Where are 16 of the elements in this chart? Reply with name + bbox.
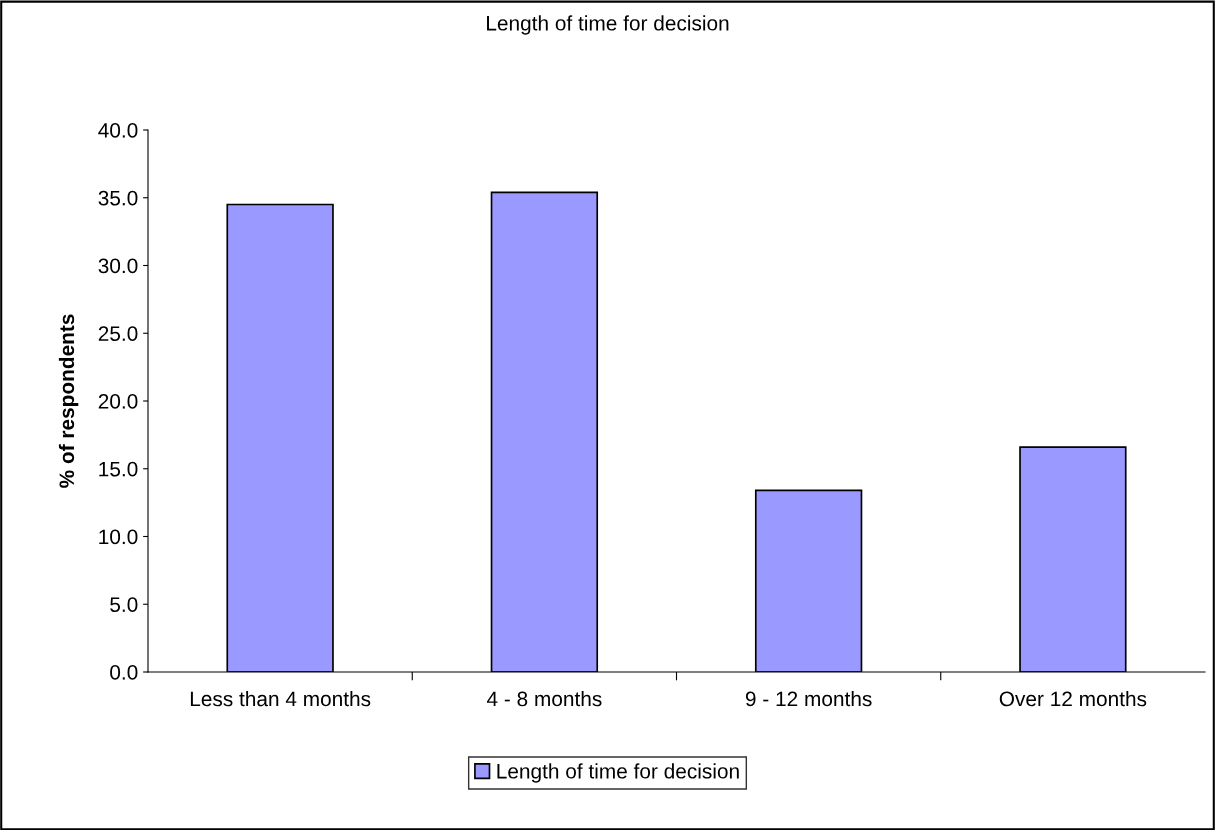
x-tick-label: Over 12 months — [999, 690, 1147, 707]
y-tick-label: 15.0 — [99, 461, 138, 477]
legend-label: Length of time for decision — [497, 763, 739, 783]
y-tick-label: 0.0 — [110, 665, 138, 680]
x-tick-label: 9 - 12 months — [745, 690, 872, 707]
x-tick-label: Less than 4 months — [190, 690, 371, 707]
y-axis-title: % of respondents — [58, 314, 79, 488]
y-tick-label: 10.0 — [99, 529, 138, 545]
y-tick-label: 30.0 — [98, 258, 138, 274]
y-tick-label: 40.0 — [98, 123, 138, 138]
y-tick-label: 5.0 — [110, 597, 138, 612]
y-tick-label: 20.0 — [98, 394, 138, 409]
y-tick-label: 35.0 — [98, 190, 138, 206]
y-tick-label: 25.0 — [98, 326, 138, 341]
chart-title: Length of time for decision — [487, 15, 729, 35]
x-tick-label: 4 - 8 months — [486, 690, 602, 707]
